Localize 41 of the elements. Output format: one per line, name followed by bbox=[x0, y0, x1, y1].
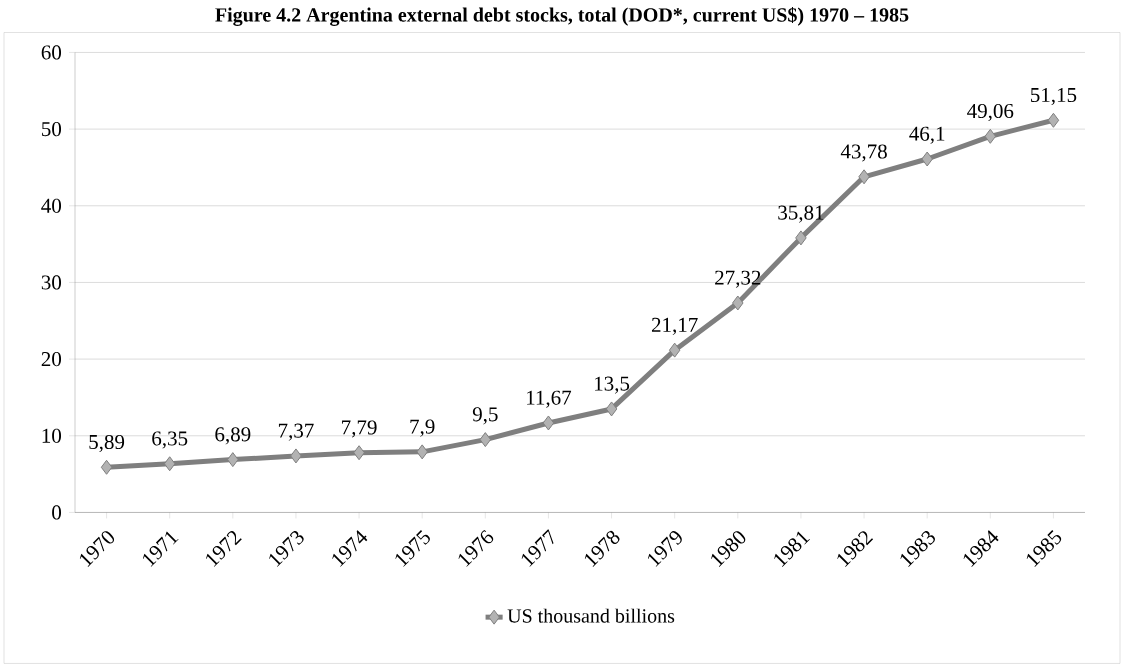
point bbox=[795, 230, 807, 246]
point bbox=[290, 448, 302, 464]
y-tick-label: 0 bbox=[52, 505, 62, 520]
point bbox=[605, 401, 618, 417]
data-label: 21,17 bbox=[651, 317, 698, 335]
y-tick-label: 10 bbox=[42, 428, 62, 443]
data-label: 49,06 bbox=[967, 103, 1014, 121]
data-label: 6,35 bbox=[152, 431, 188, 449]
data-label: 6,89 bbox=[215, 427, 251, 445]
data-label: 46,1 bbox=[909, 126, 945, 144]
data-label: 13,5 bbox=[595, 376, 630, 394]
point bbox=[542, 415, 555, 431]
point bbox=[100, 459, 113, 475]
data-label: 7,9 bbox=[410, 419, 435, 437]
point bbox=[732, 295, 744, 311]
data-label: 11,67 bbox=[527, 390, 572, 408]
point bbox=[858, 169, 870, 185]
point bbox=[227, 451, 239, 467]
data-label: 7,79 bbox=[342, 420, 377, 438]
data-label: 5,89 bbox=[89, 434, 125, 452]
point bbox=[163, 456, 176, 472]
chart-title: Figure 4.2 Argentina external debt stocks, total (DOD*, current US$) 1970 – 1985 bbox=[215, 6, 909, 26]
y-tick-label: 50 bbox=[42, 121, 62, 136]
point bbox=[668, 342, 681, 358]
y-tick-label: 20 bbox=[41, 351, 62, 366]
data-label: 9,5 bbox=[472, 407, 498, 425]
data-label: 43,78 bbox=[840, 144, 887, 162]
data-label: 35,81 bbox=[778, 205, 824, 223]
y-tick-label: 60 bbox=[41, 45, 62, 60]
point bbox=[353, 445, 365, 460]
y-tick-label: 30 bbox=[41, 275, 62, 290]
point bbox=[921, 151, 933, 167]
point bbox=[1047, 112, 1060, 128]
legend-label: US thousand billions bbox=[507, 608, 675, 623]
data-label: 27,32 bbox=[715, 270, 761, 288]
point bbox=[479, 431, 492, 447]
y-tick-label: 40 bbox=[41, 198, 62, 213]
point bbox=[984, 128, 997, 144]
data-label: 7,37 bbox=[278, 423, 314, 441]
data-label: 51,15 bbox=[1031, 87, 1077, 105]
point bbox=[416, 444, 428, 460]
